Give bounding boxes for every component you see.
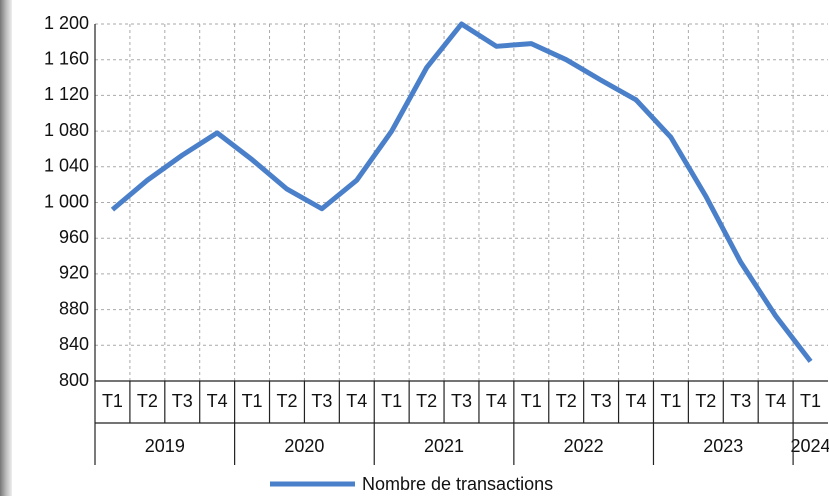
x-tick-label: T3 bbox=[172, 391, 193, 411]
x-tick-label: T3 bbox=[451, 391, 472, 411]
y-tick-label: 1 200 bbox=[44, 13, 89, 33]
x-group-label: 2019 bbox=[145, 436, 185, 456]
x-tick-label: T1 bbox=[242, 391, 263, 411]
x-group-label: 2024 bbox=[791, 436, 829, 456]
x-tick-label: T4 bbox=[626, 391, 647, 411]
y-tick-label: 1 040 bbox=[44, 156, 89, 176]
x-group-label: 2020 bbox=[284, 436, 324, 456]
page-edge bbox=[0, 0, 12, 496]
x-tick-label: T1 bbox=[521, 391, 542, 411]
y-tick-label: 1 000 bbox=[44, 191, 89, 211]
legend-label: Nombre de transactions bbox=[362, 474, 553, 494]
x-group-label: 2023 bbox=[703, 436, 743, 456]
x-tick-label: T1 bbox=[381, 391, 402, 411]
x-group-label: 2021 bbox=[424, 436, 464, 456]
x-tick-label: T4 bbox=[486, 391, 507, 411]
x-tick-label: T3 bbox=[591, 391, 612, 411]
x-tick-label: T4 bbox=[765, 391, 786, 411]
x-tick-label: T2 bbox=[556, 391, 577, 411]
y-tick-label: 800 bbox=[59, 370, 89, 390]
x-tick-label: T2 bbox=[695, 391, 716, 411]
x-tick-label: T2 bbox=[137, 391, 158, 411]
y-tick-label: 1 080 bbox=[44, 120, 89, 140]
x-tick-label: T2 bbox=[276, 391, 297, 411]
y-tick-label: 960 bbox=[59, 227, 89, 247]
x-tick-label: T1 bbox=[102, 391, 123, 411]
y-tick-label: 1 120 bbox=[44, 84, 89, 104]
x-tick-label: T1 bbox=[800, 391, 821, 411]
x-group-label: 2022 bbox=[564, 436, 604, 456]
y-tick-label: 840 bbox=[59, 334, 89, 354]
x-tick-label: T2 bbox=[416, 391, 437, 411]
x-tick-label: T4 bbox=[207, 391, 228, 411]
x-tick-label: T4 bbox=[346, 391, 367, 411]
x-tick-label: T1 bbox=[660, 391, 681, 411]
x-tick-label: T3 bbox=[311, 391, 332, 411]
y-tick-label: 920 bbox=[59, 263, 89, 283]
y-tick-label: 1 160 bbox=[44, 48, 89, 68]
line bbox=[110, 21, 813, 363]
y-tick-label: 880 bbox=[59, 298, 89, 318]
x-tick-label: T3 bbox=[730, 391, 751, 411]
